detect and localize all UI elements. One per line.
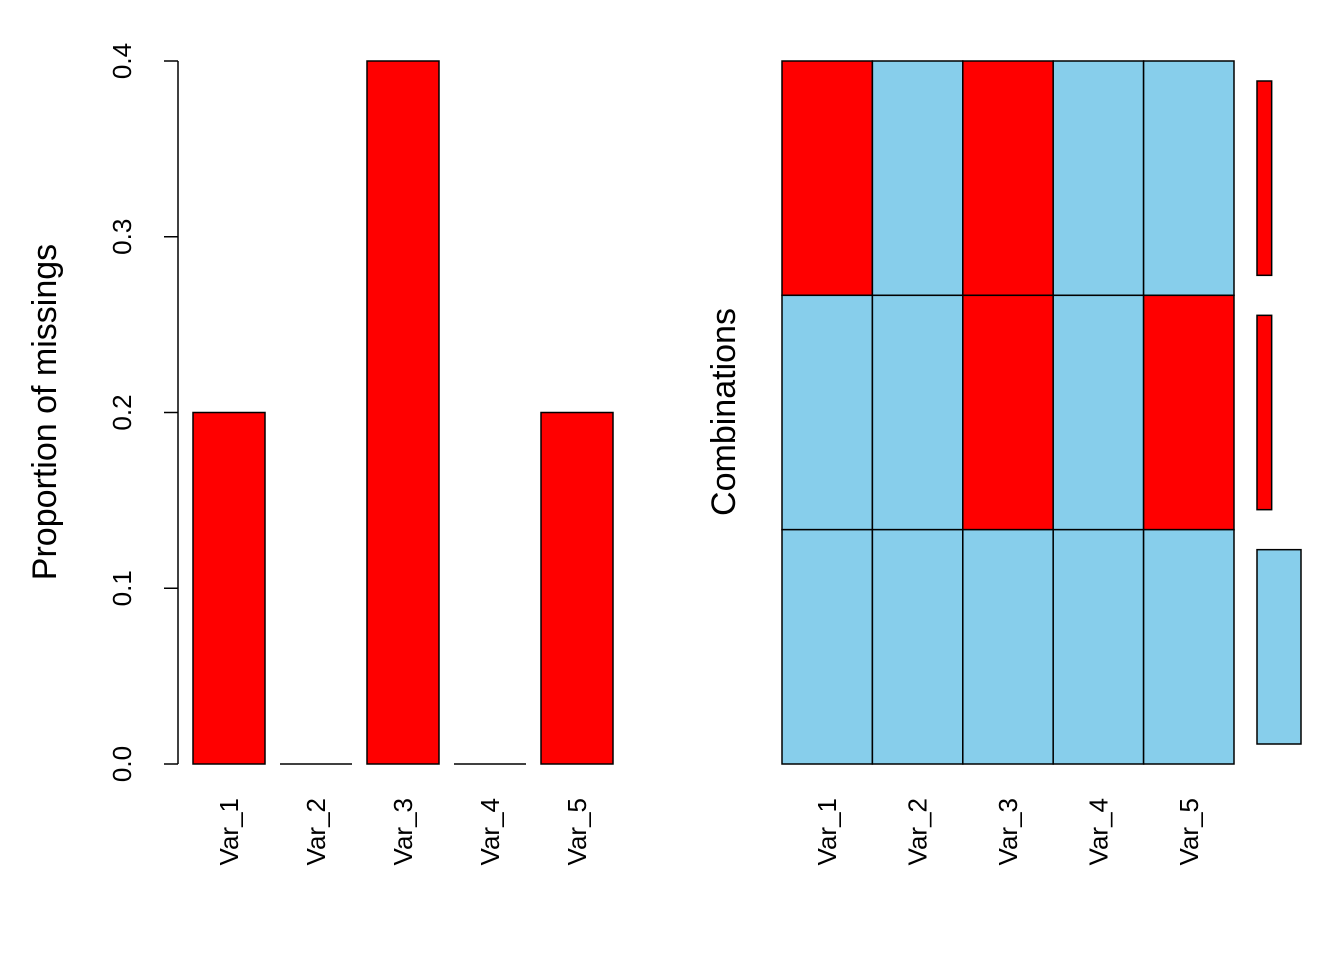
heat-cell [1142,528,1235,765]
x-tick-label: Var_5 [1174,798,1204,865]
proportion-bar-chart: Proportion of missings 0.0 0.1 0.2 0.3 0.4 V… [26,43,614,865]
x-tick-label: Var_1 [214,798,244,865]
x-tick-label: Var_5 [562,798,592,865]
heat-cell [781,60,874,297]
heatmap-cells [781,60,1235,765]
x-tick-label: Var_3 [388,798,418,865]
x-tick-label: Var_3 [993,798,1023,865]
bars [192,60,614,765]
heat-cell [1052,294,1145,531]
heat-cell [781,528,874,765]
x-tick-label: Var_2 [903,798,933,865]
heat-cell [1052,528,1145,765]
bar-var_1 [192,411,266,765]
bar-var_5 [540,411,614,765]
heat-cell [1142,294,1235,531]
combination-proportion-bars [1256,80,1302,745]
x-tick-label: Var_2 [301,798,331,865]
y-tick-label: 0.2 [107,394,137,430]
heat-cell [1142,60,1235,297]
y-tick-label: 0.4 [107,43,137,79]
right-y-axis-label: Combinations [705,308,743,516]
x-tick-label: Var_4 [1083,798,1113,865]
left-x-tick-labels: Var_1 Var_2 Var_3 Var_4 Var_5 [214,798,592,865]
x-tick-label: Var_4 [475,798,505,865]
bar-var_3 [366,60,440,765]
heat-cell [1052,60,1145,297]
combination-bar [1256,548,1302,745]
x-tick-label: Var_1 [812,798,842,865]
heat-cell [871,528,964,765]
heat-cell [871,294,964,531]
heat-cell [871,60,964,297]
left-y-axis-label: Proportion of missings [26,244,64,580]
left-y-axis: 0.0 0.1 0.2 0.3 0.4 [107,43,179,782]
right-x-tick-labels: Var_1 Var_2 Var_3 Var_4 Var_5 [812,798,1204,865]
heat-cell [962,528,1054,765]
combinations-heatmap: Combinations Var_1 Var_2 Var_3 Var_4 Var_5 [705,60,1302,865]
heat-cell [962,294,1054,531]
heat-cell [781,294,874,531]
heat-cell [962,60,1054,297]
combination-bar [1256,314,1273,511]
combination-bar [1256,80,1273,277]
y-tick-label: 0.1 [107,570,137,606]
y-tick-label: 0.3 [107,219,137,255]
y-tick-label: 0.0 [107,746,137,782]
